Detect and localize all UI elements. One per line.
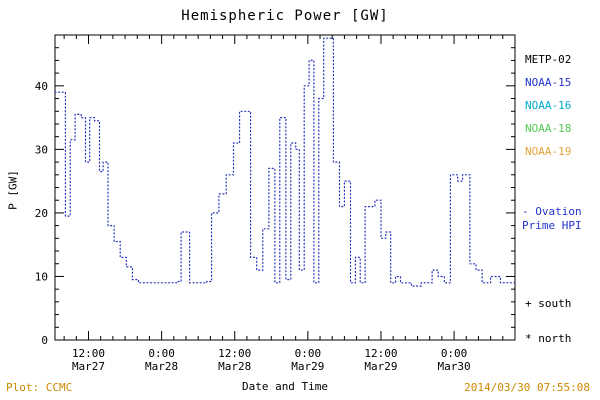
y-tick-label: 10: [35, 270, 48, 283]
x-tick-date-label: Mar29: [364, 360, 397, 373]
y-tick-label: 30: [35, 143, 48, 156]
x-tick-date-label: Mar27: [72, 360, 105, 373]
ovation-legend-line1: - Ovation: [522, 205, 582, 218]
satellite-legend: METP-02 NOAA-15 NOAA-16 NOAA-18 NOAA-19: [525, 48, 571, 163]
legend-item: NOAA-16: [525, 99, 572, 112]
x-tick-time-label: 12:00: [218, 347, 251, 360]
hpi-line: [54, 37, 516, 287]
x-tick-date-label: Mar28: [218, 360, 251, 373]
south-marker-label: + south: [525, 297, 572, 310]
x-tick-time-label: 12:00: [72, 347, 105, 360]
legend-item: METP-02: [525, 53, 572, 66]
plot-credit: Plot: CCMC: [6, 381, 73, 394]
x-tick-date-label: Mar29: [291, 360, 324, 373]
y-tick-label: 40: [35, 80, 48, 93]
x-tick-time-label: 0:00: [295, 347, 322, 360]
chart-title: Hemispheric Power [GW]: [181, 8, 389, 24]
x-tick-time-label: 12:00: [364, 347, 397, 360]
y-tick-label: 20: [35, 207, 48, 220]
legend-item: NOAA-18: [525, 122, 572, 135]
x-axis-label: Date and Time: [241, 380, 329, 393]
x-tick-date-label: Mar30: [438, 360, 471, 373]
creation-timestamp: 2014/03/30 07:55:08: [464, 381, 590, 394]
north-marker-label: * north: [525, 332, 572, 345]
legend-item: NOAA-15: [525, 76, 572, 89]
x-tick-date-label: Mar28: [145, 360, 178, 373]
ovation-legend-line2: Prime HPI: [522, 219, 582, 232]
plot-frame: [54, 34, 516, 341]
x-tick-time-label: 0:00: [441, 347, 468, 360]
y-tick-label: 0: [41, 334, 48, 347]
ovation-legend: - Ovation Prime HPI: [522, 205, 582, 233]
y-axis-label: P [GW]: [6, 170, 20, 210]
legend-item: NOAA-19: [525, 145, 572, 158]
x-tick-time-label: 0:00: [148, 347, 175, 360]
